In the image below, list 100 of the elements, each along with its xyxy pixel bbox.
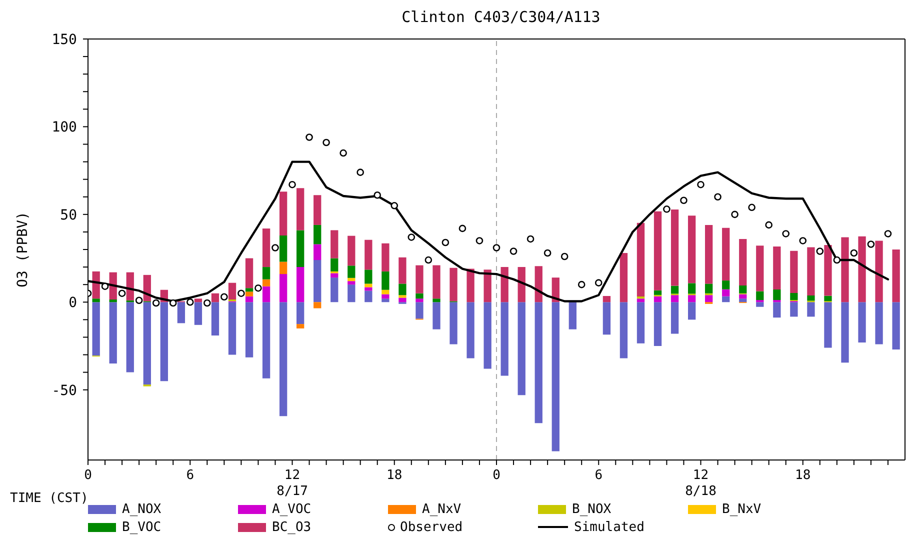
point xyxy=(203,299,211,307)
legend-label: A_NxV xyxy=(421,500,462,518)
point xyxy=(442,238,450,246)
bar xyxy=(126,302,134,372)
bar xyxy=(245,292,254,296)
bar xyxy=(382,298,390,302)
bar xyxy=(330,258,338,272)
legend-label: B_NxV xyxy=(721,500,762,518)
point xyxy=(254,284,262,292)
bar xyxy=(602,302,611,335)
bar xyxy=(450,302,458,344)
bar xyxy=(892,250,900,302)
bar xyxy=(262,279,270,286)
bar xyxy=(398,295,406,298)
x-tick-label: 0 xyxy=(492,468,500,483)
bar xyxy=(126,272,134,300)
bar xyxy=(841,302,849,363)
bar xyxy=(245,258,254,288)
bar xyxy=(875,302,883,344)
bar xyxy=(756,291,764,300)
bar xyxy=(670,302,679,334)
bar xyxy=(160,302,168,382)
bar xyxy=(382,290,390,294)
bar xyxy=(211,293,220,302)
bar xyxy=(330,273,338,278)
bar xyxy=(432,265,440,299)
bar xyxy=(552,302,560,452)
bar xyxy=(364,287,372,291)
bar xyxy=(773,289,781,300)
bar xyxy=(398,284,406,296)
bar xyxy=(398,257,406,284)
x-tick-label: 6 xyxy=(594,468,603,483)
bar xyxy=(245,296,254,302)
bar xyxy=(92,302,100,356)
bar xyxy=(670,210,679,286)
bar xyxy=(790,302,798,317)
bar xyxy=(568,302,576,330)
bar xyxy=(382,271,390,290)
bar xyxy=(279,235,288,262)
legend-label: BC_O3 xyxy=(271,518,312,536)
bar xyxy=(500,267,508,302)
point xyxy=(101,282,109,290)
bar xyxy=(330,230,338,258)
bar xyxy=(875,240,883,302)
point xyxy=(220,293,228,301)
bar xyxy=(194,298,202,302)
bar xyxy=(670,286,679,294)
bar xyxy=(348,284,356,302)
bar xyxy=(228,302,236,355)
bar xyxy=(654,211,662,290)
bar xyxy=(636,302,645,344)
point xyxy=(884,230,892,238)
bar xyxy=(416,302,424,319)
x-tick-label: 18 xyxy=(795,468,811,483)
bar xyxy=(279,192,288,236)
point xyxy=(867,240,875,248)
x-tick-label: 18 xyxy=(386,468,402,483)
bar xyxy=(348,278,356,282)
bar xyxy=(773,246,781,290)
point xyxy=(594,279,602,286)
bar xyxy=(466,302,474,358)
bar xyxy=(416,265,424,294)
bar xyxy=(348,281,356,285)
point xyxy=(680,196,688,204)
point xyxy=(476,237,484,244)
point xyxy=(306,134,313,141)
point xyxy=(118,290,126,298)
bar xyxy=(722,228,730,281)
bar xyxy=(484,302,492,369)
bar xyxy=(245,302,254,358)
bar xyxy=(518,267,526,302)
point xyxy=(850,249,858,257)
point xyxy=(186,298,194,306)
bar xyxy=(602,296,611,302)
bar xyxy=(296,188,304,230)
bar xyxy=(790,250,798,294)
bar xyxy=(807,295,815,301)
point xyxy=(816,248,824,255)
bar xyxy=(314,224,322,244)
point xyxy=(322,138,330,146)
point xyxy=(765,221,772,229)
point xyxy=(152,299,160,307)
legend-label: B_NOX xyxy=(571,500,612,518)
bar xyxy=(314,302,322,308)
legend-label: A_VOC xyxy=(271,500,312,518)
bar xyxy=(109,302,117,364)
bar xyxy=(756,302,764,307)
bar xyxy=(296,230,304,268)
bar xyxy=(466,268,474,302)
x-tick-label: 6 xyxy=(186,468,194,483)
legend-label: Simulated xyxy=(573,518,646,536)
bar xyxy=(348,236,356,266)
bar xyxy=(364,284,372,288)
bar xyxy=(722,296,730,302)
bar xyxy=(722,280,730,290)
x-tick-label: 0 xyxy=(84,468,92,483)
bar xyxy=(534,266,542,302)
point xyxy=(492,244,500,252)
bar xyxy=(807,247,815,296)
point xyxy=(697,180,704,188)
